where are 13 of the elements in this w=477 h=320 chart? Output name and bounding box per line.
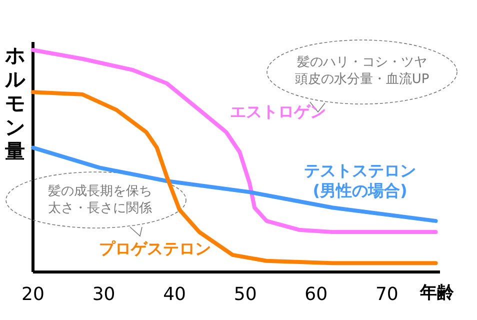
annotation: 髪の成長期を保ち太さ・長さに関係: [48, 184, 152, 216]
x-tick-label: 70: [375, 284, 398, 305]
x-tick-label: 50: [234, 284, 257, 305]
x-tick-label: 20: [22, 284, 44, 305]
series-label: プロゲステロン: [99, 239, 211, 258]
x-axis-title: 年齢: [419, 283, 455, 303]
x-tick-label: 60: [304, 284, 328, 305]
y-axis-title: ホルモン量: [4, 43, 26, 163]
series-label: テストステロン (男性の場合): [304, 161, 416, 200]
annotation: 髪のハリ・コシ・ツヤ頭皮の水分量・血流UP: [294, 55, 430, 87]
x-tick-label: 30: [92, 284, 116, 305]
x-tick-label: 40: [163, 284, 186, 305]
series-label: エストロゲン: [230, 102, 326, 121]
